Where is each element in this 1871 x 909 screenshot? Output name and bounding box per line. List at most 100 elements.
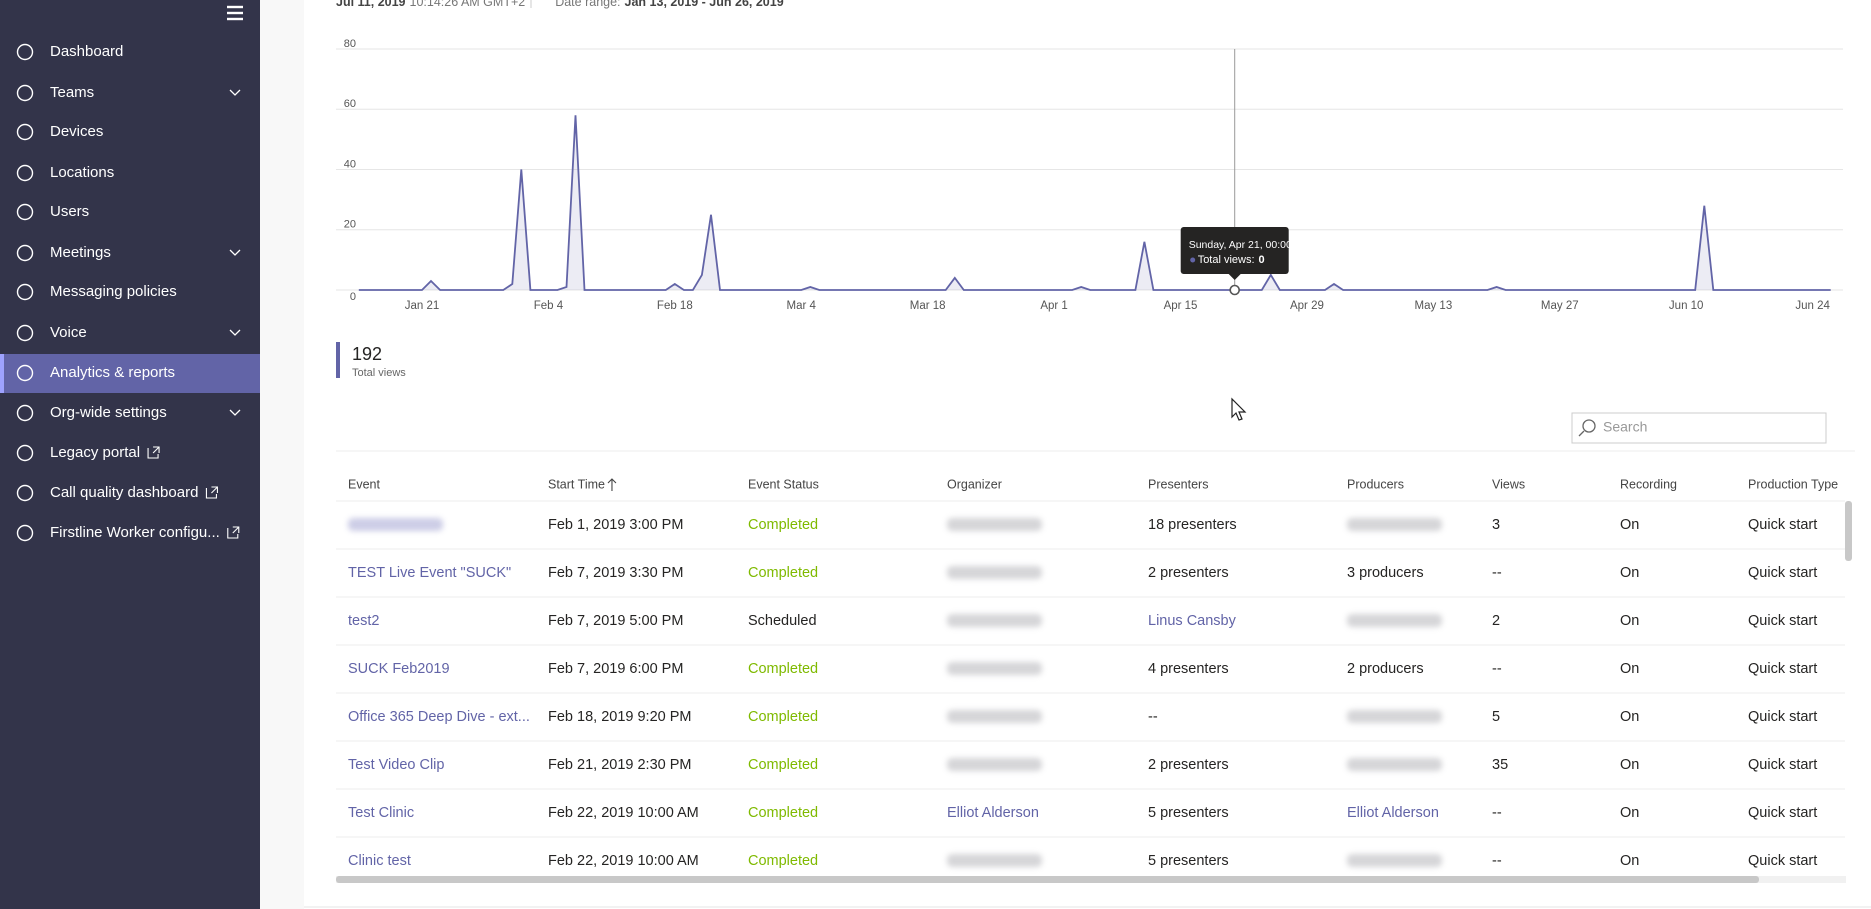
link-cell[interactable]: TEST Live Event "SUCK" (348, 565, 511, 581)
column-header[interactable]: Organizer (947, 477, 1002, 491)
nav-item[interactable]: Voice (16, 324, 241, 342)
redacted-text (947, 614, 1042, 627)
external-link-icon (205, 486, 218, 499)
sidebar (0, 0, 260, 909)
x-tick-label: Apr 15 (1164, 300, 1198, 312)
nav-label: Call quality dashboard (50, 484, 198, 501)
x-tick-label: Mar 18 (910, 300, 946, 312)
nav-item[interactable]: Firstline Worker configu... (16, 524, 240, 542)
mouse-cursor (1231, 397, 1247, 421)
link-cell[interactable]: Test Clinic (348, 805, 414, 821)
tooltip-box (1180, 227, 1289, 274)
column-header[interactable]: Presenters (1148, 477, 1208, 491)
link-cell[interactable]: Elliot Alderson (947, 805, 1039, 821)
table-cell: On (1620, 853, 1639, 869)
nav-label: Dashboard (50, 43, 123, 60)
nav-item[interactable]: Analytics & reports (0, 354, 260, 393)
link-cell[interactable]: SUCK Feb2019 (348, 661, 450, 677)
table-cell: Feb 7, 2019 3:30 PM (548, 565, 683, 581)
hamburger-menu[interactable] (227, 5, 243, 21)
column-header[interactable]: Recording (1620, 477, 1677, 491)
x-tick-label: Feb 4 (534, 300, 564, 312)
column-header[interactable]: Event Status (748, 477, 819, 491)
table-cell: 3 (1492, 517, 1500, 533)
table-cell: On (1620, 757, 1639, 773)
nav-item[interactable]: Teams (16, 84, 241, 102)
column-header[interactable]: Start Time (548, 477, 605, 491)
table-cell: 18 presenters (1148, 517, 1237, 533)
x-tick-label: Jan 21 (405, 300, 440, 312)
nav-item[interactable]: Meetings (16, 244, 241, 262)
tooltip-arrow (1228, 274, 1241, 280)
v-scroll-thumb[interactable] (1845, 501, 1852, 561)
link-cell[interactable]: Elliot Alderson (1347, 805, 1439, 821)
table-cell: Completed (748, 853, 818, 869)
table-cell: On (1620, 661, 1639, 677)
hover-point (1229, 284, 1240, 296)
link-cell[interactable]: Clinic test (348, 853, 411, 869)
search-icon-handle (1578, 430, 1585, 437)
table-cell: -- (1492, 805, 1502, 821)
nav-chevron (229, 89, 241, 96)
nav-item[interactable]: Locations (16, 164, 115, 182)
table-cell: -- (1492, 853, 1502, 869)
nav-item[interactable]: Dashboard (16, 43, 124, 61)
nav-item[interactable]: Users (16, 203, 90, 221)
link-cell[interactable]: Linus Cansby (1148, 613, 1237, 629)
redacted-text (1347, 710, 1442, 723)
link-cell[interactable]: test2 (348, 613, 379, 629)
table-cell: Quick start (1748, 709, 1817, 725)
nav-item[interactable]: Call quality dashboard (16, 484, 218, 502)
link-cell[interactable]: Test Video Clip (348, 757, 444, 773)
column-header[interactable]: Production Type (1748, 477, 1838, 491)
search-box[interactable]: Search (1571, 412, 1827, 444)
nav-item[interactable]: Org-wide settings (16, 404, 241, 422)
table-cell: Quick start (1748, 517, 1817, 533)
table-cell: Feb 7, 2019 6:00 PM (548, 661, 683, 677)
nav-icon (16, 164, 34, 182)
nav-chevron (229, 329, 241, 336)
nav-item[interactable]: Legacy portal (16, 444, 160, 462)
nav-icon (16, 404, 34, 422)
table-cell: Scheduled (748, 613, 817, 629)
nav-item[interactable]: Devices (16, 123, 104, 141)
search-icon (1582, 419, 1596, 433)
nav-icon (16, 484, 34, 502)
table-cell: 2 presenters (1148, 565, 1229, 581)
table-cell: 3 producers (1347, 565, 1424, 581)
y-tick-label: 0 (350, 291, 356, 303)
nav-label: Devices (50, 123, 103, 140)
link-cell[interactable]: Office 365 Deep Dive - ext... (348, 709, 530, 725)
tooltip-number: 0 (1259, 254, 1265, 266)
column-header[interactable]: Event (348, 477, 380, 491)
table-cell: 4 presenters (1148, 661, 1229, 677)
content-gutter (260, 0, 304, 909)
nav-icon (16, 524, 34, 542)
nav-label: Meetings (50, 244, 111, 261)
table-cell: Completed (748, 805, 818, 821)
table-cell: Quick start (1748, 661, 1817, 677)
nav-icon (16, 244, 34, 262)
table-cell: 35 (1492, 757, 1508, 773)
redacted-text (1347, 758, 1442, 771)
table-cell: Quick start (1748, 565, 1817, 581)
x-tick-label: May 27 (1541, 300, 1579, 312)
table-cell: Feb 22, 2019 10:00 AM (548, 805, 699, 821)
column-header[interactable]: Views (1492, 477, 1525, 491)
h-scroll-thumb[interactable] (336, 876, 1759, 883)
x-tick-label: Jun 10 (1669, 300, 1704, 312)
nav-item[interactable]: Messaging policies (16, 283, 177, 301)
table-cell: -- (1148, 709, 1158, 725)
table-cell: Completed (748, 709, 818, 725)
x-tick-label: May 13 (1415, 300, 1453, 312)
table-cell: On (1620, 805, 1639, 821)
table-cell: Quick start (1748, 613, 1817, 629)
x-tick-label: Mar 4 (787, 300, 817, 312)
summary-total: 192 (352, 344, 382, 364)
table-cell: On (1620, 517, 1639, 533)
column-header[interactable]: Producers (1347, 477, 1404, 491)
table-cell: Feb 7, 2019 5:00 PM (548, 613, 683, 629)
nav-active-bar (0, 354, 4, 393)
redacted-text (947, 710, 1042, 723)
